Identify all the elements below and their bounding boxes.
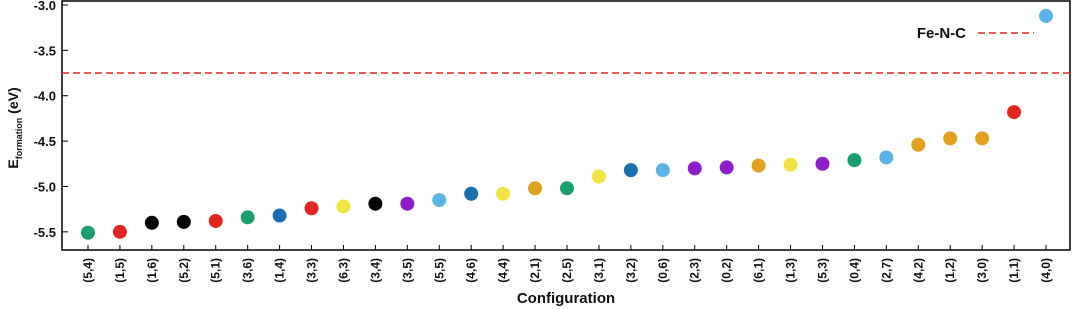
point <box>112 224 127 239</box>
x-tick-label: (3,5) <box>400 258 414 283</box>
x-tick-label: (2,1) <box>528 258 542 283</box>
point <box>144 215 159 230</box>
y-tick-label: -5.0 <box>34 179 56 194</box>
x-tick-label: (1,3) <box>784 258 798 283</box>
point <box>975 131 990 146</box>
point <box>272 208 287 223</box>
x-tick-label: (3,1) <box>592 258 606 283</box>
y-tick-label: -3.0 <box>34 0 56 13</box>
point <box>847 153 862 168</box>
y-label-main: E <box>5 159 21 168</box>
point <box>911 137 926 152</box>
x-tick-label: (5,5) <box>432 258 446 283</box>
point <box>815 156 830 171</box>
point <box>336 199 351 214</box>
x-tick-label: (1,6) <box>145 258 159 283</box>
y-label-sub: formation <box>14 118 24 160</box>
y-tick-label: -3.5 <box>34 43 56 58</box>
point <box>176 214 191 229</box>
point <box>591 169 606 184</box>
x-tick-label: (1,5) <box>113 258 127 283</box>
x-tick-label: (3,3) <box>305 258 319 283</box>
point <box>400 196 415 211</box>
x-tick-label: (2,5) <box>560 258 574 283</box>
point <box>719 160 734 175</box>
x-axis-label: Configuration <box>517 290 615 307</box>
x-tick-label: (4,2) <box>911 258 925 283</box>
point <box>943 131 958 146</box>
point <box>240 210 255 225</box>
point <box>81 225 95 240</box>
x-tick-label: (5,4) <box>81 258 95 283</box>
point <box>496 186 511 201</box>
y-tick-label: -4.5 <box>34 134 56 149</box>
point <box>304 201 319 216</box>
y-tick-label: -5.5 <box>34 225 56 240</box>
point <box>528 181 543 196</box>
x-tick-label: (0,6) <box>656 258 670 283</box>
point <box>1007 105 1022 120</box>
point <box>432 193 447 208</box>
y-tick-label: -4.0 <box>34 89 56 104</box>
x-tick-label: (2,7) <box>879 258 893 283</box>
x-tick-label: (1,4) <box>273 258 287 283</box>
x-tick-label: (1,2) <box>943 258 957 283</box>
x-tick-label: (4,6) <box>464 258 478 283</box>
x-tick-label: (0,2) <box>720 258 734 283</box>
y-axis-label: Eformation (eV) <box>5 87 24 168</box>
x-tick-label: (3,6) <box>241 258 255 283</box>
point <box>783 157 798 172</box>
x-tick-label: (4,4) <box>496 258 510 283</box>
point <box>560 181 574 196</box>
point <box>1039 8 1053 23</box>
point <box>879 150 894 165</box>
x-tick-label: (3,2) <box>624 258 638 283</box>
point <box>208 213 223 228</box>
point <box>368 196 383 211</box>
x-tick-label: (5,3) <box>815 258 829 283</box>
point <box>464 186 479 201</box>
plot-frame <box>61 0 1071 251</box>
x-tick-label: (2,3) <box>688 258 702 283</box>
x-tick-label: (0,4) <box>847 258 861 283</box>
x-tick-label: (6,3) <box>336 258 350 283</box>
point <box>655 163 670 178</box>
x-tick-label: (4,0) <box>1039 258 1053 283</box>
x-tick-label: (1,1) <box>1007 258 1021 283</box>
point <box>623 163 638 178</box>
x-tick-label: (3,0) <box>975 258 989 283</box>
y-label-unit: (eV) <box>5 87 21 113</box>
legend-label: Fe-N-C <box>917 25 966 42</box>
point <box>751 158 766 173</box>
x-tick-label: (5,2) <box>177 258 191 283</box>
x-tick-label: (6,1) <box>752 258 766 283</box>
x-tick-label: (3,4) <box>368 258 382 283</box>
point <box>687 161 702 176</box>
x-tick-label: (5,1) <box>209 258 223 283</box>
